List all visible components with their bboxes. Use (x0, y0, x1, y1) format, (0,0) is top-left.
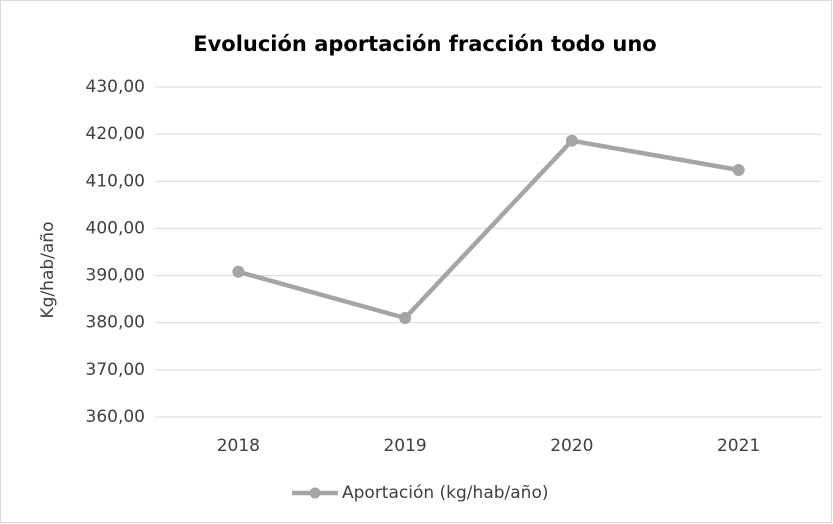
y-tick-label: 420,00 (86, 124, 145, 144)
x-tick-label: 2020 (550, 436, 593, 456)
y-tick-label: 400,00 (86, 218, 145, 238)
chart-title: Evolución aportación fracción todo uno (193, 32, 657, 56)
series-line (237, 138, 740, 321)
x-tick-label: 2021 (717, 436, 760, 456)
legend-marker (309, 487, 321, 499)
y-tick-label: 410,00 (86, 171, 145, 191)
data-point (732, 163, 745, 176)
y-tick-label: 380,00 (86, 313, 145, 333)
legend-label: Aportación (kg/hab/año) (342, 483, 548, 503)
data-point (565, 134, 578, 147)
x-tick-label: 2019 (383, 436, 426, 456)
y-tick-label: 370,00 (86, 360, 145, 380)
y-axis-label: Kg/hab/año (38, 222, 58, 319)
data-point (399, 312, 412, 324)
y-tick-label: 430,00 (86, 77, 145, 97)
y-tick-label: 360,00 (86, 407, 145, 427)
y-tick-label: 390,00 (86, 266, 145, 286)
data-point (232, 265, 245, 278)
x-tick-label: 2018 (217, 436, 260, 456)
